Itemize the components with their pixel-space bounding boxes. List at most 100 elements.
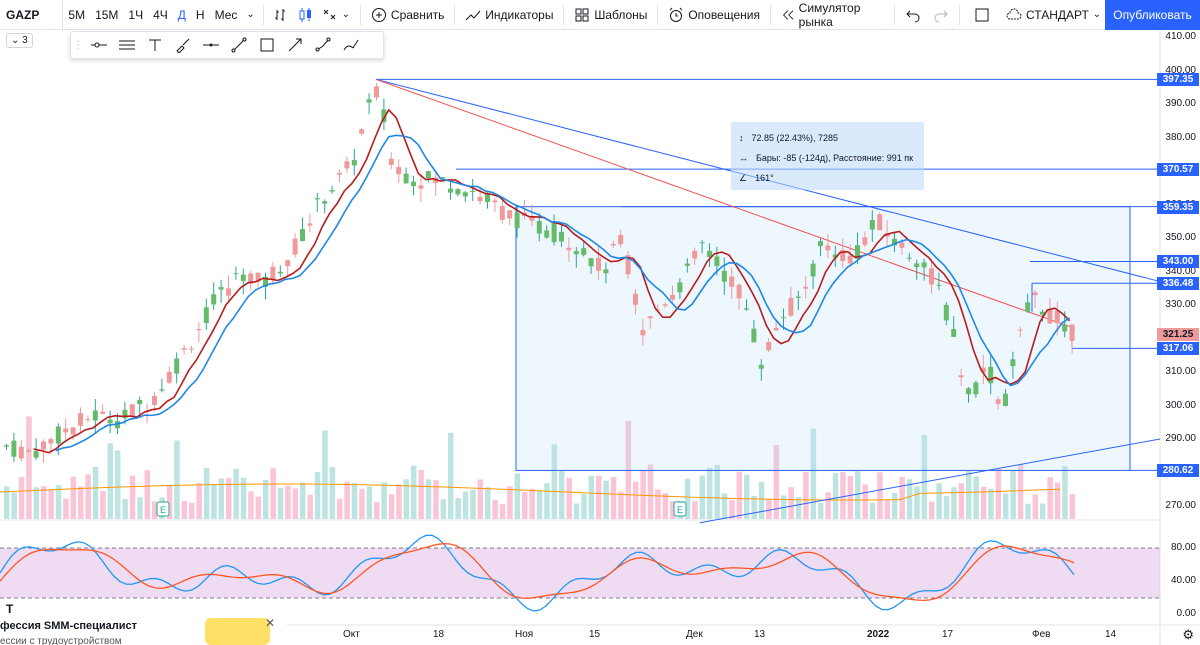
pen-icon xyxy=(343,39,359,51)
path-icon xyxy=(315,37,331,52)
candle-body xyxy=(980,367,986,373)
close-icon[interactable]: ✕ xyxy=(265,616,276,630)
volume-bar xyxy=(810,428,817,519)
parallel-channel-tool[interactable] xyxy=(113,32,141,58)
candle-body xyxy=(11,440,17,457)
horizontal-ray-tool[interactable] xyxy=(85,32,113,58)
candle-body xyxy=(892,238,897,246)
candle-body xyxy=(329,190,335,192)
price-label: 300.00 xyxy=(1165,399,1196,411)
ad-banner[interactable]: Т фессия SMM-специалист ессии с трудоуст… xyxy=(0,600,287,645)
interval-1[interactable]: 15М xyxy=(95,7,119,22)
volume-bar xyxy=(462,491,469,519)
volume-bar xyxy=(351,482,358,519)
time-label: 13 xyxy=(754,629,766,640)
candle-body xyxy=(936,284,942,286)
text-tool[interactable] xyxy=(141,32,169,58)
candle-body xyxy=(33,451,39,458)
oscillator-label: 80.00 xyxy=(1170,542,1196,553)
layout-button[interactable]: СТАНДАРТ ⌄ xyxy=(1000,0,1107,30)
candle-body xyxy=(958,375,964,378)
candle-body xyxy=(714,256,720,267)
candle-body xyxy=(633,293,638,305)
fullscreen-frame-button[interactable] xyxy=(964,0,1000,30)
price-tag: 280.62 xyxy=(1157,464,1199,478)
templates-button[interactable]: Шаблоны xyxy=(568,0,653,30)
earnings-badge-label: E xyxy=(677,505,683,515)
volume-bar xyxy=(166,484,173,519)
candle-body xyxy=(314,198,320,200)
candle-body xyxy=(418,185,424,189)
indicators-button[interactable]: Индикаторы xyxy=(459,0,559,30)
bar-chart-type-button[interactable]: ⌄ xyxy=(268,0,356,30)
candle-body xyxy=(551,222,557,243)
volume-bar xyxy=(455,498,461,519)
volume-bar xyxy=(633,481,639,519)
interval-0[interactable]: 5М xyxy=(68,7,86,22)
volume-bar xyxy=(448,432,454,519)
legend-toggle-button[interactable]: ⌄ 3 xyxy=(6,33,33,48)
candle-body xyxy=(307,223,313,226)
candle-body xyxy=(618,235,624,245)
pen-tool[interactable] xyxy=(337,32,365,58)
volume-bar xyxy=(507,486,513,519)
candle-body xyxy=(559,231,564,242)
interval-6[interactable]: Мес xyxy=(214,7,238,22)
brush-tool[interactable] xyxy=(169,32,197,58)
price-range-icon: ↕ xyxy=(739,133,744,143)
rectangle-tool[interactable] xyxy=(253,32,281,58)
price-label: 380.00 xyxy=(1165,131,1196,143)
chevron-down-icon: ⌄ xyxy=(341,9,351,20)
volume-bar xyxy=(840,472,846,519)
interval-4[interactable]: Д xyxy=(177,7,186,22)
trend-line-tool[interactable] xyxy=(225,32,253,58)
replay-button[interactable]: Симулятор рынка xyxy=(775,0,890,30)
volume-bar xyxy=(958,483,965,519)
drag-handle-icon[interactable]: ⋮ xyxy=(73,39,83,51)
volume-bar xyxy=(107,443,114,519)
candle-body xyxy=(662,304,668,306)
candle-body xyxy=(899,242,905,248)
time-label: Ноя xyxy=(515,629,534,640)
candle-body xyxy=(381,109,387,123)
trend-line-icon xyxy=(231,37,247,53)
volume-bar xyxy=(300,482,306,519)
candle-body xyxy=(203,307,209,324)
volume-bar xyxy=(988,488,994,519)
volume-bar xyxy=(100,491,106,519)
volume-bar xyxy=(137,497,143,519)
ad-subtitle: ессии с трудоустройством xyxy=(0,636,122,645)
path-tool[interactable] xyxy=(309,32,337,58)
volume-bar xyxy=(218,478,225,519)
arrow-tool[interactable] xyxy=(281,32,309,58)
chevron-down-icon[interactable]: ⌄ xyxy=(246,9,255,20)
compare-button[interactable]: Сравнить xyxy=(365,0,450,30)
price-label: 390.00 xyxy=(1165,98,1196,109)
gear-icon[interactable]: ⚙ xyxy=(1182,627,1194,642)
candle-body xyxy=(359,129,365,134)
candle-body xyxy=(721,270,727,282)
interval-2[interactable]: 1Ч xyxy=(128,7,144,22)
horizontal-line-tool[interactable] xyxy=(197,32,225,58)
publish-button[interactable]: Опубликовать xyxy=(1105,0,1200,30)
volume-bar xyxy=(721,493,728,519)
time-label: Дек xyxy=(686,629,703,640)
candle-body xyxy=(795,296,801,298)
angle-icon: ∠ xyxy=(739,172,748,183)
price-tag: 359.35 xyxy=(1157,200,1199,214)
volume-bar xyxy=(1062,465,1068,519)
interval-3[interactable]: 4Ч xyxy=(153,7,168,22)
candle-body xyxy=(536,220,542,234)
symbol-search[interactable]: GAZP xyxy=(0,0,64,30)
volume-bar xyxy=(388,494,395,519)
candle-body xyxy=(566,247,572,251)
undo-button[interactable] xyxy=(899,0,927,30)
redo-button[interactable] xyxy=(927,0,955,30)
candle-body xyxy=(906,257,912,259)
alerts-button[interactable]: Оповещения xyxy=(662,0,766,30)
volume-bar xyxy=(396,484,402,519)
interval-5[interactable]: Н xyxy=(195,7,205,22)
volume-bar xyxy=(899,476,905,519)
